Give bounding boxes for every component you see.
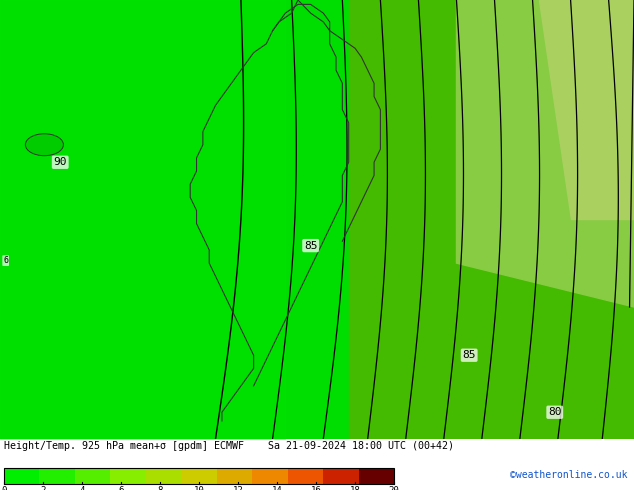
Text: 12: 12 bbox=[233, 486, 243, 490]
Bar bbox=[4, 468, 394, 484]
Bar bbox=[39, 468, 75, 484]
Text: 6: 6 bbox=[119, 486, 124, 490]
Text: 10: 10 bbox=[193, 486, 204, 490]
Text: 16: 16 bbox=[311, 486, 321, 490]
Bar bbox=[323, 468, 359, 484]
Text: 85: 85 bbox=[304, 241, 318, 250]
Bar bbox=[181, 468, 217, 484]
Ellipse shape bbox=[25, 134, 63, 156]
Polygon shape bbox=[539, 0, 634, 220]
Text: 18: 18 bbox=[349, 486, 360, 490]
Bar bbox=[217, 468, 253, 484]
Bar bbox=[110, 468, 146, 484]
Polygon shape bbox=[349, 0, 634, 439]
Text: 2: 2 bbox=[41, 486, 46, 490]
Text: 14: 14 bbox=[271, 486, 282, 490]
Text: 0: 0 bbox=[1, 486, 7, 490]
Polygon shape bbox=[456, 0, 634, 307]
Bar bbox=[252, 468, 288, 484]
Bar bbox=[288, 468, 323, 484]
Bar bbox=[146, 468, 182, 484]
Text: 6: 6 bbox=[3, 256, 8, 265]
Text: 80: 80 bbox=[548, 407, 562, 417]
Bar bbox=[75, 468, 111, 484]
Text: 20: 20 bbox=[389, 486, 399, 490]
Text: 8: 8 bbox=[157, 486, 163, 490]
Text: Height/Temp. 925 hPa mean+σ [gpdm] ECMWF    Sa 21-09-2024 18:00 UTC (00+42): Height/Temp. 925 hPa mean+σ [gpdm] ECMWF… bbox=[4, 441, 454, 450]
Text: 85: 85 bbox=[462, 350, 476, 360]
Bar bbox=[359, 468, 394, 484]
Text: ©weatheronline.co.uk: ©weatheronline.co.uk bbox=[510, 470, 628, 480]
Bar bbox=[4, 468, 40, 484]
Text: 90: 90 bbox=[53, 157, 67, 167]
Text: 4: 4 bbox=[79, 486, 85, 490]
Bar bbox=[359, 468, 394, 484]
